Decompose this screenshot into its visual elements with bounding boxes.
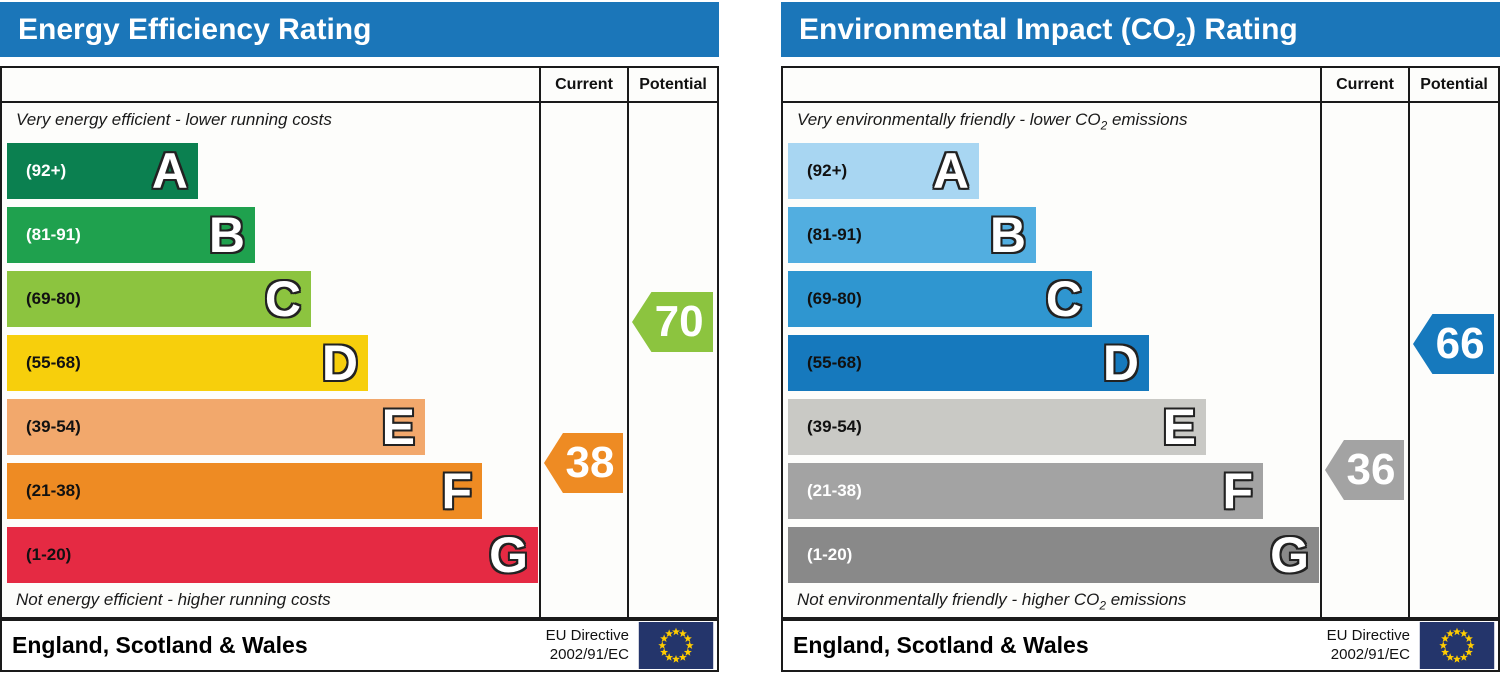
band-range-label: (21-38) (807, 481, 862, 500)
band-range-label: (92+) (26, 161, 67, 180)
rating-table: Current Potential Very environmentally f… (781, 66, 1500, 619)
potential-column-header: Potential (627, 68, 717, 101)
title-text-suffix: ) Rating (1186, 13, 1298, 46)
table-body: Very environmentally friendly - lower CO… (783, 103, 1498, 617)
band-B: (81-91) B (788, 207, 1036, 263)
current-rating-value: 36 (1346, 445, 1396, 494)
table-header-row: Current Potential (2, 68, 717, 103)
band-G: (1-20) G (7, 527, 538, 583)
band-letter: A (932, 143, 969, 199)
co2-chart-title: Environmental Impact (CO2) Rating (781, 2, 1500, 57)
band-letter: D (321, 335, 358, 391)
potential-column: 70 (627, 103, 717, 617)
band-range-label: (92+) (807, 161, 848, 180)
table-body: Very energy efficient - lower running co… (2, 103, 717, 617)
band-range-label: (21-38) (26, 481, 81, 500)
band-letter: G (489, 527, 528, 583)
current-column: 36 (1320, 103, 1408, 617)
band-letter: B (989, 207, 1026, 263)
band-D: (55-68) D (788, 335, 1149, 391)
band-C: (69-80) C (788, 271, 1092, 327)
potential-rating-value: 66 (1435, 319, 1485, 368)
current-rating-arrow: 36 (1325, 440, 1404, 500)
band-F: (21-38) F (7, 463, 482, 519)
title-text: Energy Efficiency Rating (18, 13, 372, 46)
potential-rating-arrow: 70 (632, 292, 713, 352)
band-range-label: (81-91) (807, 225, 862, 244)
band-range-label: (81-91) (26, 225, 81, 244)
header-spacer (783, 68, 1320, 101)
band-range-label: (1-20) (807, 545, 853, 564)
header-spacer (2, 68, 539, 101)
title-subscript: 2 (1175, 29, 1187, 50)
band-letter: E (381, 399, 415, 455)
bottom-note: Not environmentally friendly - higher CO… (797, 590, 1187, 613)
band-letter: G (1270, 527, 1309, 583)
title-text: Environmental Impact (CO (799, 13, 1176, 46)
potential-column-header: Potential (1408, 68, 1498, 101)
band-range-label: (1-20) (26, 545, 72, 564)
band-range-label: (55-68) (807, 353, 862, 372)
band-B: (81-91) B (7, 207, 255, 263)
band-C: (69-80) C (7, 271, 311, 327)
current-column-header: Current (1320, 68, 1408, 101)
bands: (92+) A (81-91) B (69-80) C (55-68) D (3… (2, 103, 539, 617)
rating-table: Current Potential Very energy efficient … (0, 66, 719, 619)
band-F: (21-38) F (788, 463, 1263, 519)
bands: (92+) A (81-91) B (69-80) C (55-68) D (3… (783, 103, 1320, 617)
potential-column: 66 (1408, 103, 1498, 617)
band-A: (92+) A (7, 143, 198, 199)
eu-flag-icon (1419, 622, 1495, 669)
current-rating-arrow: 38 (544, 433, 623, 493)
current-column-header: Current (539, 68, 627, 101)
band-letter: F (441, 463, 472, 519)
eu-flag-icon (638, 622, 714, 669)
band-range-label: (69-80) (26, 289, 81, 308)
band-E: (39-54) E (7, 399, 425, 455)
band-letter: E (1162, 399, 1196, 455)
band-A: (92+) A (788, 143, 979, 199)
eu-directive-label: EU Directive 2002/91/EC (1326, 626, 1410, 663)
band-letter: C (1045, 271, 1082, 327)
eu-directive-label: EU Directive 2002/91/EC (545, 626, 629, 663)
scale-area: Very environmentally friendly - lower CO… (783, 103, 1320, 617)
band-range-label: (39-54) (807, 417, 862, 436)
current-column: 38 (539, 103, 627, 617)
band-letter: A (151, 143, 188, 199)
bottom-note: Not energy efficient - higher running co… (16, 590, 331, 609)
scale-area: Very energy efficient - lower running co… (2, 103, 539, 617)
region-label: England, Scotland & Wales (12, 632, 308, 658)
chart-footer: England, Scotland & Wales EU Directive 2… (781, 619, 1500, 672)
potential-rating-value: 70 (654, 297, 704, 346)
region-label: England, Scotland & Wales (793, 632, 1089, 658)
potential-rating-arrow: 66 (1413, 314, 1494, 374)
band-range-label: (39-54) (26, 417, 81, 436)
band-E: (39-54) E (788, 399, 1206, 455)
energy-chart-title: Energy Efficiency Rating (0, 2, 719, 57)
top-note: Very environmentally friendly - lower CO… (797, 110, 1188, 133)
environmental-impact-chart: Environmental Impact (CO2) Rating Curren… (781, 2, 1500, 672)
band-D: (55-68) D (7, 335, 368, 391)
energy-efficiency-chart: Energy Efficiency Rating Current Potenti… (0, 2, 719, 672)
top-note: Very energy efficient - lower running co… (16, 110, 332, 129)
table-header-row: Current Potential (783, 68, 1498, 103)
band-letter: D (1102, 335, 1139, 391)
band-letter: C (264, 271, 301, 327)
band-letter: F (1222, 463, 1253, 519)
band-range-label: (55-68) (26, 353, 81, 372)
current-rating-value: 38 (565, 438, 615, 487)
band-letter: B (208, 207, 245, 263)
chart-footer: England, Scotland & Wales EU Directive 2… (0, 619, 719, 672)
band-range-label: (69-80) (807, 289, 862, 308)
band-G: (1-20) G (788, 527, 1319, 583)
